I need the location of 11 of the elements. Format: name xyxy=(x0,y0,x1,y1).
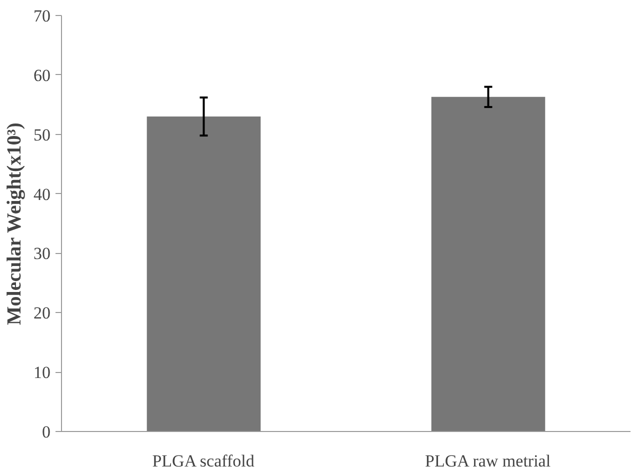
y-tick-label: 20 xyxy=(34,304,50,323)
x-tick-label: PLGA raw metrial xyxy=(424,452,551,470)
y-tick-label: 0 xyxy=(42,422,50,442)
y-tick-label: 10 xyxy=(34,363,50,382)
y-tick-label: 50 xyxy=(34,125,50,144)
y-tick-label: 60 xyxy=(34,66,50,85)
y-tick-label: 40 xyxy=(34,184,50,204)
x-tick-label: PLGA scaffold xyxy=(152,452,255,470)
y-tick-label: 30 xyxy=(34,244,50,264)
y-tick-label: 70 xyxy=(34,6,50,26)
y-axis-title: Molecular Weight(x10³) xyxy=(4,122,26,326)
